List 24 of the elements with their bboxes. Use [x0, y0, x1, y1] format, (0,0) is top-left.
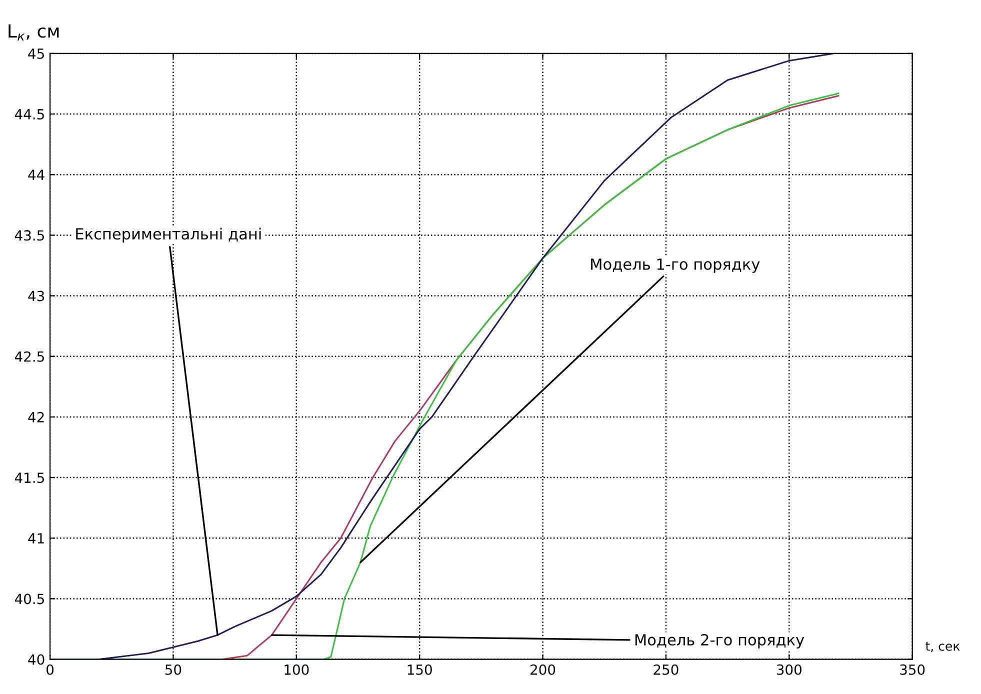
- x-tick-label: 350: [900, 664, 925, 675]
- y-tick-label: 42: [28, 412, 44, 422]
- annotation: Модель 2-го порядку: [635, 634, 804, 649]
- x-axis-title: t, сек: [926, 642, 960, 652]
- y-tick-label: 44.5: [14, 109, 44, 120]
- y-tick-label: 45: [28, 48, 44, 59]
- x-tick-label: 0: [46, 664, 54, 675]
- x-tick-label: 150: [408, 664, 432, 675]
- x-tick-label: 300: [776, 664, 802, 675]
- annotation: Модель 1-го порядку: [591, 258, 760, 273]
- y-tick-label: 44: [28, 170, 44, 180]
- x-tick-label: 100: [284, 664, 309, 675]
- y-tick-label: 40: [28, 654, 44, 665]
- x-tick-label: 250: [654, 664, 678, 675]
- y-tick-label: 40.5: [14, 594, 44, 604]
- y-tick-label: 42.5: [14, 351, 44, 362]
- annotation: Експериментальні дані: [76, 228, 261, 243]
- y-tick-label: 43: [28, 290, 44, 302]
- y-axis-title: L$_{к}$, см: [8, 24, 59, 41]
- y-tick-label: 41.5: [14, 472, 44, 484]
- y-tick-label: 41: [28, 533, 44, 544]
- x-tick-label: 200: [530, 664, 556, 675]
- y-tick-label: 43.5: [14, 230, 44, 241]
- x-tick-label: 50: [165, 664, 182, 675]
